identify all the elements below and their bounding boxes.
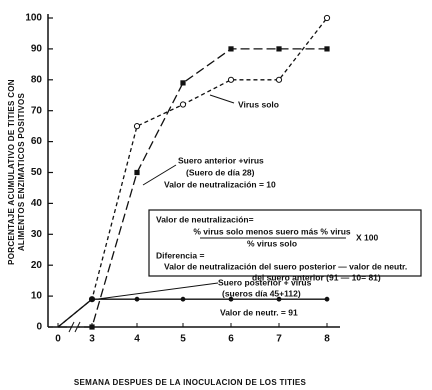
marker bbox=[180, 80, 186, 86]
marker bbox=[89, 296, 95, 302]
y-tick-label: 80 bbox=[31, 74, 43, 85]
box-text: del suero anterior (91 — 10= 81) bbox=[252, 272, 381, 282]
marker bbox=[276, 46, 282, 52]
annotation: (Suero de día 28) bbox=[186, 167, 255, 177]
x-tick-label: 0 bbox=[55, 334, 61, 345]
y-tick-label: 10 bbox=[31, 291, 43, 302]
x-tick-label: 8 bbox=[324, 334, 330, 345]
x-tick-label: 7 bbox=[276, 334, 282, 345]
y-tick-label: 30 bbox=[31, 229, 43, 240]
leader bbox=[97, 282, 219, 300]
marker bbox=[324, 46, 330, 52]
marker bbox=[324, 296, 330, 302]
y-tick-label: 90 bbox=[31, 44, 43, 55]
box-text: % virus solo menos suero más % virus bbox=[193, 226, 351, 236]
series-label: Virus solo bbox=[238, 99, 279, 109]
marker bbox=[89, 324, 95, 330]
marker bbox=[228, 46, 234, 52]
box-text: Valor de neutralización del suero poster… bbox=[164, 261, 407, 271]
marker bbox=[179, 101, 187, 108]
y-axis-label: PORCENTAJE ACUMULATIVO DE TITIES CON bbox=[7, 79, 16, 265]
x-axis-label: SEMANA DESPUES DE LA INOCULACION DE LOS … bbox=[74, 378, 307, 387]
leader bbox=[209, 94, 235, 104]
marker bbox=[133, 123, 141, 130]
y-tick-label: 20 bbox=[31, 260, 43, 271]
annotation: (sueros día 45+112) bbox=[222, 288, 301, 298]
box-text: Diferencia = bbox=[156, 250, 204, 260]
series-label: Suero posterior + virus bbox=[218, 277, 312, 287]
x-tick-label: 6 bbox=[228, 334, 234, 345]
y-tick-label: 40 bbox=[31, 198, 43, 209]
formula-box bbox=[148, 209, 422, 277]
x-tick-label: 3 bbox=[89, 334, 95, 345]
y-tick-label: 60 bbox=[31, 136, 43, 147]
y-tick-label: 70 bbox=[31, 105, 43, 116]
marker bbox=[180, 296, 186, 302]
x-tick-label: 4 bbox=[134, 334, 140, 345]
annotation: Valor de neutralización = 10 bbox=[164, 179, 276, 189]
marker bbox=[134, 169, 140, 176]
marker bbox=[227, 76, 235, 83]
x-tick-label: 5 bbox=[180, 334, 186, 345]
y-tick-label: 50 bbox=[31, 167, 43, 178]
marker bbox=[275, 76, 283, 83]
marker bbox=[134, 296, 140, 302]
y-axis-label: ALIMENTOS ENZIMATICOS POSITIVOS bbox=[17, 92, 26, 251]
leader bbox=[142, 164, 177, 186]
box-text: X 100 bbox=[356, 232, 378, 242]
y-tick-label: 0 bbox=[36, 322, 42, 333]
box-text: Valor de neutralización= bbox=[156, 214, 254, 224]
marker bbox=[276, 296, 282, 302]
marker bbox=[228, 296, 234, 302]
marker bbox=[323, 14, 331, 22]
annotation: Valor de neutr. = 91 bbox=[220, 307, 298, 317]
box-text: % virus solo bbox=[247, 238, 297, 248]
y-tick-label: 100 bbox=[25, 13, 42, 24]
series-label: Suero anterior +virus bbox=[178, 155, 264, 165]
